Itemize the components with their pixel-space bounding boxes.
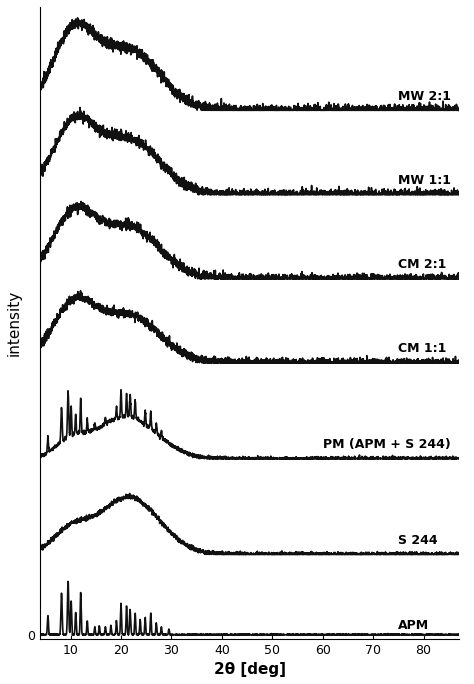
Y-axis label: intensity: intensity <box>7 289 22 356</box>
Text: S 244: S 244 <box>398 534 438 547</box>
Text: CM 2:1: CM 2:1 <box>398 258 447 271</box>
Text: MW 1:1: MW 1:1 <box>398 174 451 187</box>
Text: PM (APM + S 244): PM (APM + S 244) <box>323 438 450 451</box>
Text: MW 2:1: MW 2:1 <box>398 90 451 103</box>
Text: APM: APM <box>398 619 429 632</box>
X-axis label: 2θ [deg]: 2θ [deg] <box>214 662 285 677</box>
Text: CM 1:1: CM 1:1 <box>398 342 447 355</box>
